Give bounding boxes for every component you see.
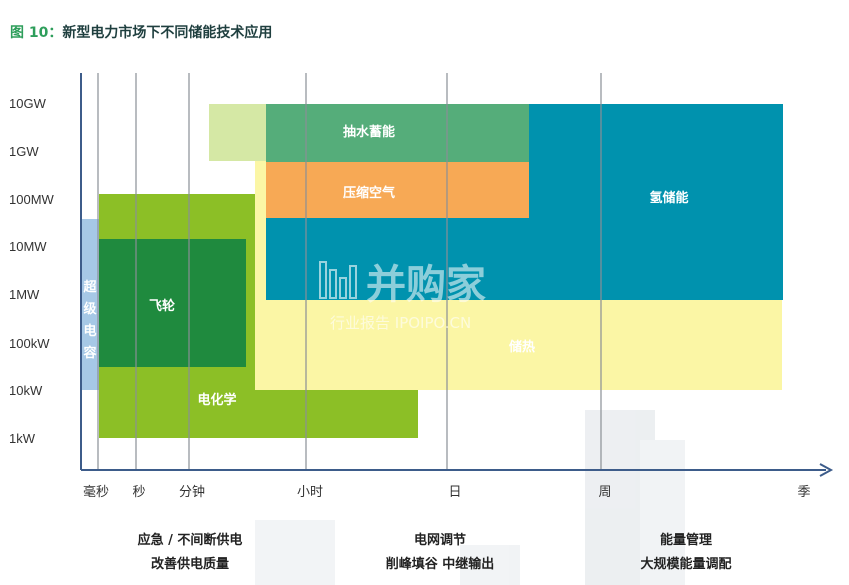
x-axis-arrow-icon xyxy=(819,463,834,477)
x-tick-week: 周 xyxy=(598,485,611,500)
app-group3-line1: 能量管理 xyxy=(660,532,712,548)
x-tick-hour: 小时 xyxy=(297,485,323,500)
region-supercap xyxy=(81,219,99,390)
y-tick-1kw: 1kW xyxy=(9,431,36,446)
watermark: 并购家 行业报告 IPOIPO.CN xyxy=(319,261,486,332)
app-group3-line2: 大规模能量调配 xyxy=(640,556,731,572)
x-tick-millisecond: 毫秒 xyxy=(83,484,109,500)
watermark-text: 并购家 xyxy=(366,262,486,308)
label-supercap-4: 容 xyxy=(82,345,96,361)
y-tick-10kw: 10kW xyxy=(9,383,43,398)
vertical-gridlines xyxy=(97,73,602,470)
watermark-logo-icon xyxy=(319,261,357,299)
watermark-subtext: 行业报告 IPOIPO.CN xyxy=(330,314,471,332)
label-hydrogen: 氢储能 xyxy=(649,190,688,206)
figure-title: 图 10：新型电力市场下不同储能技术应用 xyxy=(10,22,272,42)
x-tick-day: 日 xyxy=(448,485,461,500)
label-supercap-2: 级 xyxy=(83,301,97,317)
y-tick-1mw: 1MW xyxy=(9,287,40,302)
region-flywheel xyxy=(99,239,246,367)
y-tick-100mw: 100MW xyxy=(9,192,55,207)
region-light-green xyxy=(209,104,269,161)
y-tick-10mw: 10MW xyxy=(9,239,47,254)
x-tick-second: 秒 xyxy=(132,485,145,500)
figure-title-text: 新型电力市场下不同储能技术应用 xyxy=(62,25,273,41)
label-supercap-3: 电 xyxy=(83,323,96,339)
app-group2-line2: 削峰填谷 中继输出 xyxy=(386,556,495,572)
app-group1-line1: 应急 / 不间断供电 xyxy=(138,532,243,548)
label-pumped-hydro: 抽水蓄能 xyxy=(343,124,395,140)
x-tick-minute: 分钟 xyxy=(179,484,205,500)
background-buildings xyxy=(255,410,685,585)
region-electrochemical-bottom xyxy=(99,390,418,438)
app-group2-line1: 电网调节 xyxy=(414,532,466,548)
y-tick-1gw: 1GW xyxy=(9,144,39,159)
region-pumped-hydro xyxy=(266,104,529,162)
label-thermal: 储热 xyxy=(508,339,535,355)
region-compressed-air xyxy=(266,162,529,218)
figure-label: 图 10： xyxy=(10,25,63,41)
x-tick-season: 季 xyxy=(797,485,810,500)
label-electrochemical: 电化学 xyxy=(197,392,236,408)
y-tick-10gw: 10GW xyxy=(9,96,47,111)
label-compressed-air: 压缩空气 xyxy=(343,185,395,201)
label-flywheel: 飞轮 xyxy=(149,298,175,314)
label-supercap-1: 超 xyxy=(83,279,97,295)
y-tick-100kw: 100kW xyxy=(9,336,50,351)
app-group1-line2: 改善供电质量 xyxy=(151,556,229,572)
